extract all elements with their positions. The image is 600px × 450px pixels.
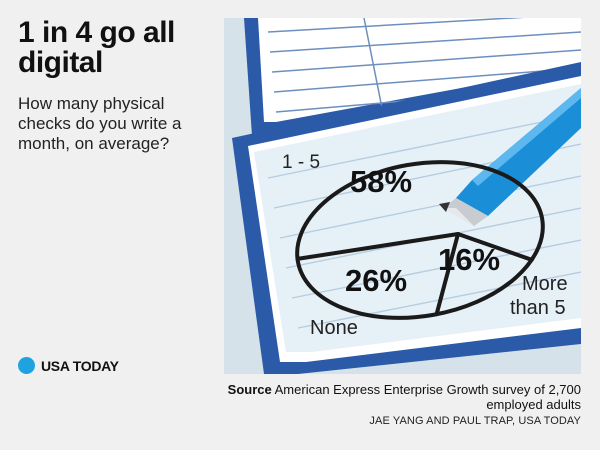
pie-outline [295, 160, 545, 320]
question: How many physical checks do you write a … [18, 94, 182, 153]
pie-category-label-more-than-5: More than 5 [510, 273, 573, 319]
pie-category-label-more-than-5-line-1: More [522, 273, 568, 295]
pie-slice-1-to-5-boundary [295, 232, 460, 261]
pie-slice-none-boundary [434, 232, 460, 317]
brand-name: USA TODAY [41, 357, 119, 374]
headline: 1 in 4 go all digital [18, 16, 175, 79]
pen-illustration [439, 88, 581, 226]
pie-slice-more-than-5-boundary [456, 232, 534, 262]
usa-today-dot-icon [18, 357, 35, 374]
usa-today-logo: USA TODAY [18, 357, 119, 374]
pie-value-label-none: 26% [345, 263, 407, 298]
source-text: American Express Enterprise Growth surve… [274, 382, 581, 412]
pie-category-label-more-than-5-line-2: than 5 [510, 297, 566, 319]
credit-line: JAE YANG AND PAUL TRAP, USA TODAY [369, 415, 581, 427]
source-label: Source [227, 382, 272, 397]
pie-category-label-1-to-5: 1 - 5 [282, 152, 320, 173]
pie-value-label-more-than-5: 16% [438, 242, 500, 277]
source-note: Source American Express Enterprise Growt… [221, 382, 581, 412]
pie-chart [295, 160, 545, 320]
pie-value-label-1-to-5: 58% [350, 164, 412, 199]
pie-category-label-none: None [310, 317, 358, 339]
checkbook-back [244, 18, 581, 136]
checkbook-pie-illustration: 58% 16% 26% 1 - 5 None More than 5 [224, 18, 581, 374]
